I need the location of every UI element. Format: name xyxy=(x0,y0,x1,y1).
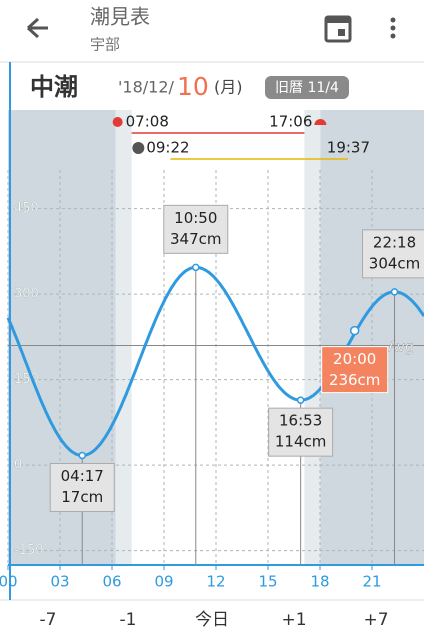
x-tick-label: 03 xyxy=(50,573,69,591)
lunar-date: 旧暦 11/4 xyxy=(275,80,339,96)
day: 10 xyxy=(177,72,209,101)
sunset-time: 17:06 xyxy=(269,113,312,131)
sunrise-icon xyxy=(112,117,123,127)
extreme-label-box xyxy=(163,204,229,254)
extreme-point xyxy=(296,396,305,404)
sunset-icon xyxy=(314,119,327,125)
average-label: Avg xyxy=(388,339,414,355)
x-tick-label: 21 xyxy=(362,573,381,591)
extreme-height: 114cm xyxy=(275,433,327,451)
nav-button[interactable]: 今日 xyxy=(195,610,229,630)
current-time: 20:00 xyxy=(333,350,376,368)
extreme-height: 304cm xyxy=(369,254,421,272)
y-tick-label: 0 xyxy=(14,458,22,473)
sunrise-time: 07:08 xyxy=(126,113,169,131)
moonrise-time: 09:22 xyxy=(146,139,189,157)
current-point xyxy=(349,325,360,336)
current-height: 236cm xyxy=(329,371,381,389)
calendar-button[interactable] xyxy=(324,15,352,43)
moonset-time: 19:37 xyxy=(327,139,370,157)
twilight xyxy=(304,110,321,565)
nav-button[interactable]: +7 xyxy=(363,610,388,630)
x-tick-label: 15 xyxy=(258,573,277,591)
app-bar xyxy=(0,0,424,62)
year-month: '18/12/ xyxy=(118,78,175,97)
y-tick-label: 450 xyxy=(14,201,39,216)
x-tick-label: 00 xyxy=(0,573,18,591)
menu-button[interactable] xyxy=(390,17,396,39)
y-tick-label: 300 xyxy=(14,287,39,302)
tide-name: 中潮 xyxy=(30,73,78,101)
extreme-label-box xyxy=(268,407,334,457)
extreme-height: 17cm xyxy=(61,488,103,506)
extreme-point xyxy=(192,263,200,272)
y-tick-label: -150 xyxy=(14,543,44,558)
nav-button[interactable]: -7 xyxy=(40,610,57,630)
current-label-box xyxy=(321,346,389,394)
weekday: (月) xyxy=(214,78,243,97)
nav-button[interactable]: -1 xyxy=(120,610,137,630)
subtitle: 宇部 xyxy=(90,36,120,54)
extreme-height: 347cm xyxy=(170,230,222,248)
extreme-point xyxy=(78,451,86,460)
extreme-time: 16:53 xyxy=(279,412,322,430)
extreme-label-box xyxy=(49,462,115,512)
x-tick-label: 09 xyxy=(154,573,173,591)
nav-button[interactable]: +1 xyxy=(281,610,306,630)
extreme-time: 22:18 xyxy=(373,233,416,251)
x-tick-label: 18 xyxy=(310,573,329,591)
extreme-time: 10:50 xyxy=(174,209,217,227)
extreme-point xyxy=(390,288,399,296)
x-tick-label: 06 xyxy=(102,573,121,591)
extreme-label-box xyxy=(362,229,424,279)
lunar-badge xyxy=(265,76,349,99)
extreme-time: 04:17 xyxy=(61,467,104,485)
moonrise-icon xyxy=(132,142,145,154)
title: 潮見表 xyxy=(90,5,150,29)
x-tick-label: 12 xyxy=(206,573,225,591)
back-button[interactable] xyxy=(26,17,48,39)
twilight xyxy=(115,110,132,565)
